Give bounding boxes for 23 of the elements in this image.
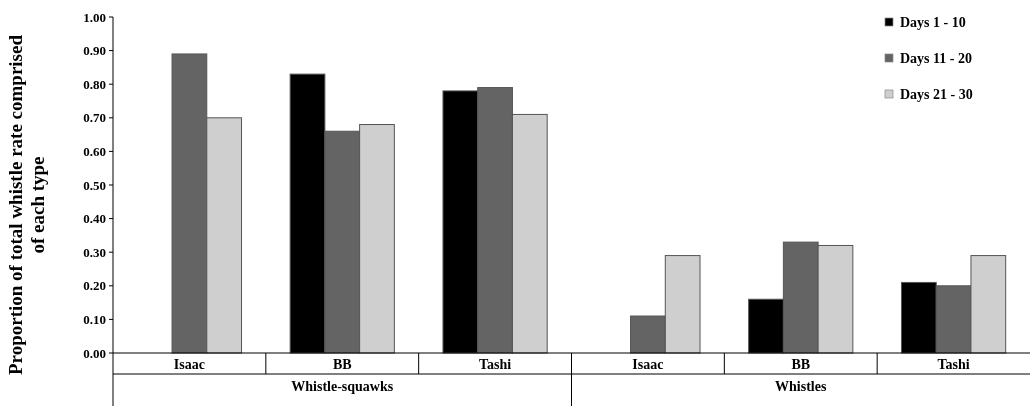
- y-tick-label: 0.30: [83, 244, 106, 260]
- y-tick-label: 0.90: [83, 43, 106, 59]
- y-tick-label: 0.10: [83, 311, 106, 327]
- y-tick-label: 0.50: [83, 177, 106, 193]
- x-tick-label: Tashi: [478, 357, 512, 372]
- legend-label: Days 21 - 30: [900, 86, 973, 102]
- y-tick-label: 0.60: [83, 143, 106, 159]
- x-tick-label: BB: [791, 357, 811, 372]
- y-tick-label: 0.00: [83, 345, 106, 361]
- y-tick-label: 0.70: [83, 110, 106, 126]
- y-axis-title: Proportion of total whistle rate comprised of each type: [5, 34, 48, 376]
- legend-label: Days 11 - 20: [900, 50, 972, 66]
- x-tick-label: Isaac: [173, 357, 205, 372]
- y-tick-label: 0.80: [83, 76, 106, 92]
- y-tick-label: 0.40: [83, 211, 106, 227]
- y-tick-label: 0.20: [83, 278, 106, 294]
- x-tick-label: Isaac: [632, 357, 664, 372]
- text: Whistles: [775, 379, 827, 394]
- x-tick-label: Tashi: [937, 357, 970, 372]
- x-tick-label: BB: [332, 357, 352, 372]
- text: Whistle-squawks: [291, 379, 394, 394]
- legend-label: Days 1 - 10: [900, 14, 966, 30]
- y-tick-label: 1.00: [83, 9, 106, 25]
